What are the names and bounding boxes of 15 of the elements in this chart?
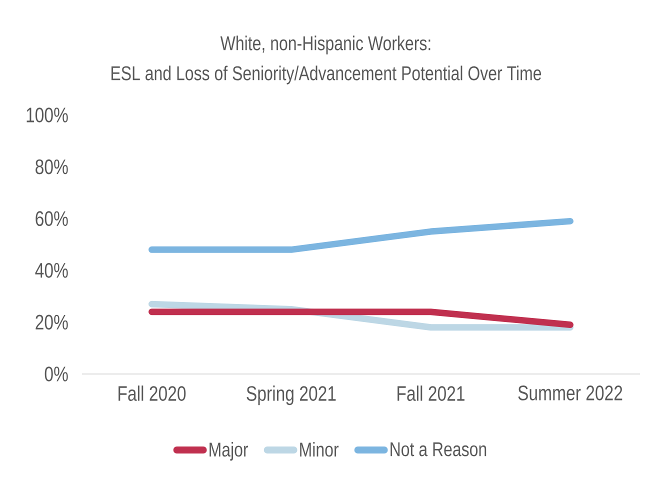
legend-label: Minor	[300, 442, 339, 457]
x-tick-label: Spring 2021	[246, 386, 336, 406]
y-tick-label: 80%	[36, 159, 68, 174]
legend-label: Major	[210, 442, 248, 461]
y-tick-label: 20%	[36, 314, 68, 330]
y-tick-label: 100%	[26, 108, 68, 122]
legend-label: Not a Reason	[390, 442, 486, 456]
chart-subtitle: ESL and Loss of Seniority/Advancement Potential Over Time	[112, 66, 542, 84]
chart-title: White, non-Hispanic Workers:	[220, 36, 430, 54]
y-tick-label: 60%	[36, 211, 68, 226]
x-tick-label: Fall 2020	[118, 386, 186, 401]
y-tick-label: 40%	[35, 262, 68, 278]
y-tick-label: 0%	[44, 366, 68, 382]
x-tick-label: Fall 2021	[398, 386, 464, 401]
x-tick-label: Summer 2022	[518, 386, 622, 400]
